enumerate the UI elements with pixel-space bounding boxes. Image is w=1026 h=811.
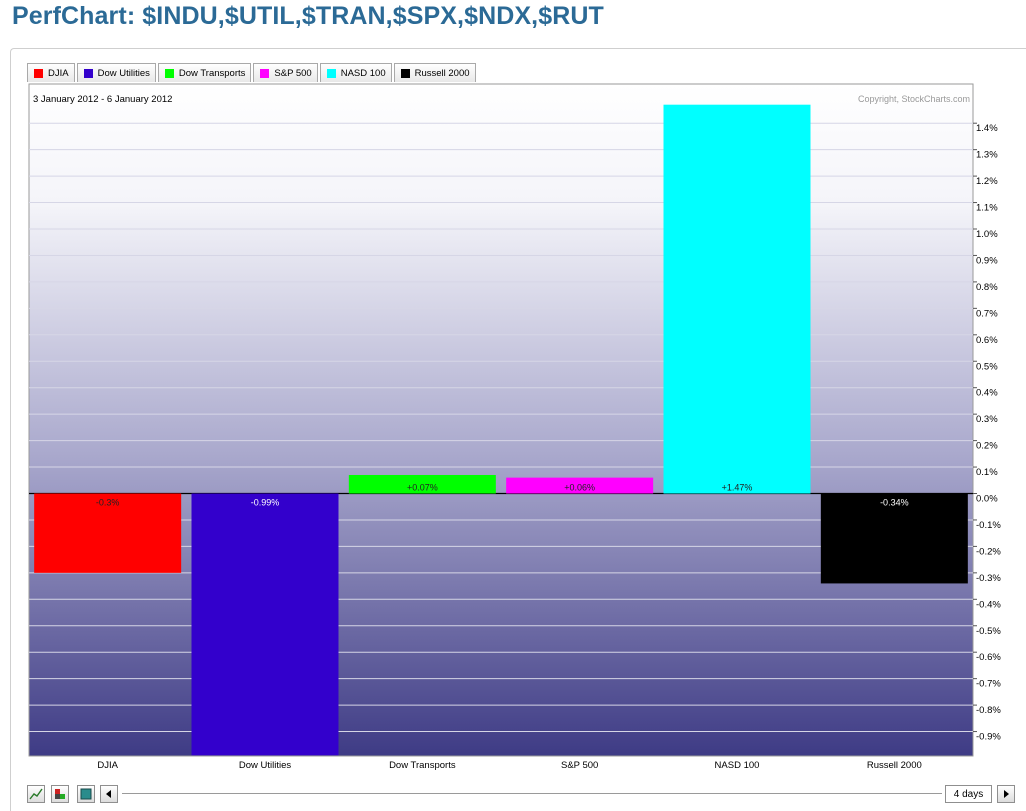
bar-s-p-500[interactable] [506, 477, 654, 494]
x-category-label: S&P 500 [561, 760, 598, 771]
bar-nasd-100[interactable] [663, 104, 811, 494]
bar-dow-transports[interactable] [348, 474, 496, 494]
bar-russell-2000[interactable] [820, 493, 968, 584]
bar-value-label: +0.07% [407, 483, 438, 493]
bar-djia[interactable] [34, 493, 182, 573]
legend: DJIA Dow Utilities Dow Transports S&P 500 NA… [27, 63, 478, 83]
y-tick-label: -0.4% [976, 599, 1001, 610]
scroll-left-icon[interactable] [100, 785, 118, 803]
y-tick-label: 0.0% [976, 494, 998, 505]
y-tick-label: -0.8% [976, 705, 1001, 716]
y-tick-label: -0.7% [976, 679, 1001, 690]
bar-dow-utilities[interactable] [191, 493, 339, 756]
legend-item[interactable]: Dow Transports [157, 63, 252, 82]
legend-swatch [260, 68, 270, 78]
y-tick-label: 0.4% [976, 388, 998, 399]
legend-item[interactable]: DJIA [27, 63, 75, 82]
histogram-icon[interactable] [77, 785, 95, 803]
x-category-label: DJIA [97, 760, 118, 771]
y-tick-label: 0.6% [976, 335, 998, 346]
date-range: 3 January 2012 - 6 January 2012 [33, 94, 172, 105]
legend-label: Russell 2000 [414, 67, 470, 79]
page-title: PerfChart: $INDU,$UTIL,$TRAN,$SPX,$NDX,$… [12, 2, 604, 30]
bar-value-label: -0.99% [251, 498, 280, 508]
bar-value-label: -0.3% [96, 498, 120, 508]
chart-toolbar: 4 days [27, 785, 1022, 805]
y-tick-label: -0.6% [976, 652, 1001, 663]
bar-value-label: +0.06% [564, 483, 595, 493]
y-tick-label: -0.3% [976, 573, 1001, 584]
y-tick-label: 1.0% [976, 229, 998, 240]
legend-label: Dow Utilities [97, 67, 150, 79]
y-tick-label: 0.5% [976, 361, 998, 372]
y-tick-label: 0.9% [976, 255, 998, 266]
y-tick-label: 1.4% [976, 123, 998, 134]
legend-item[interactable]: Russell 2000 [393, 63, 476, 82]
y-tick-label: 0.3% [976, 414, 998, 425]
y-tick-label: -0.5% [976, 626, 1001, 637]
bar-chart-icon[interactable] [51, 785, 69, 803]
period-selector[interactable]: 4 days [945, 785, 992, 803]
y-tick-label: -0.1% [976, 520, 1001, 531]
y-tick-label: -0.9% [976, 732, 1001, 743]
y-tick-label: 1.3% [976, 150, 998, 161]
x-category-label: Russell 2000 [867, 760, 922, 771]
y-tick-label: 0.7% [976, 308, 998, 319]
legend-item[interactable]: Dow Utilities [76, 63, 156, 82]
grid-lines [29, 122, 973, 733]
x-category-label: Dow Utilities [239, 760, 292, 771]
legend-label: S&P 500 [274, 67, 312, 79]
legend-item[interactable]: NASD 100 [319, 63, 392, 82]
x-category-label: Dow Transports [389, 760, 456, 771]
legend-swatch [83, 68, 93, 78]
legend-label: DJIA [48, 67, 69, 79]
plot-background [28, 83, 974, 757]
bars: -0.3% -0.99% +0.07% +0.06% +1.47% -0.34% [34, 104, 968, 756]
x-axis: DJIA Dow Utilities Dow Transports S&P 500 NA… [97, 760, 921, 771]
legend-swatch [164, 68, 174, 78]
y-tick-label: 0.2% [976, 441, 998, 452]
y-tick-label: 1.1% [976, 203, 998, 214]
y-axis: -0.9% -0.8% -0.7% -0.6% -0.5% -0.4% -0.3% -0.2%… [973, 122, 1001, 743]
y-tick-label: 0.1% [976, 467, 998, 478]
copyright-text: Copyright, StockCharts.com [858, 94, 970, 104]
y-tick-label: 1.2% [976, 176, 998, 187]
scroll-right-icon[interactable] [997, 785, 1015, 803]
bar-value-label: -0.34% [880, 498, 909, 508]
y-tick-label: 0.8% [976, 282, 998, 293]
line-chart-icon[interactable] [27, 785, 45, 803]
legend-swatch [34, 68, 43, 78]
legend-label: NASD 100 [340, 67, 386, 79]
legend-label: Dow Transports [178, 67, 246, 79]
y-tick-label: -0.2% [976, 546, 1001, 557]
legend-swatch [326, 68, 336, 78]
bar-value-label: +1.47% [722, 483, 753, 493]
legend-item[interactable]: S&P 500 [253, 63, 318, 82]
x-category-label: NASD 100 [715, 760, 760, 771]
perf-chart: -0.9% -0.8% -0.7% -0.6% -0.5% -0.4% -0.3% -0.2%… [28, 83, 1001, 771]
scroll-track[interactable] [122, 793, 942, 794]
legend-swatch [400, 68, 410, 78]
